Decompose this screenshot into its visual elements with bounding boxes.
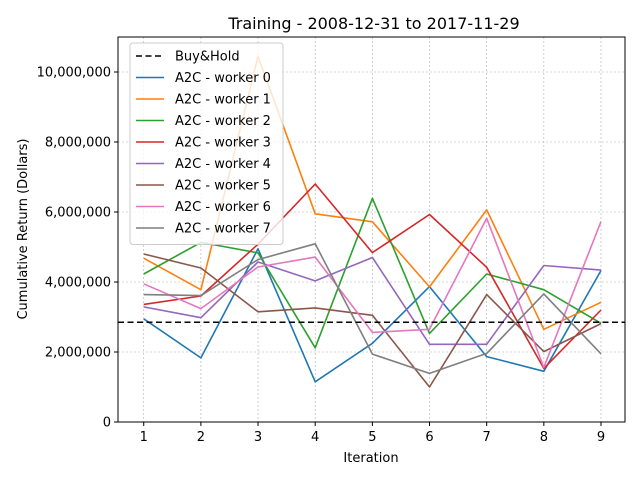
series-line [143,256,602,346]
legend-box [129,42,284,245]
y-tick-label: 8,000,000 [45,136,111,151]
y-tick-label: 6,000,000 [45,206,111,221]
series-lines [118,55,625,388]
series-line [143,217,602,369]
plot-area-frame [117,36,626,423]
series-line [143,253,602,388]
y-tick-label: 10,000,000 [37,66,111,81]
legend-label: A2C - worker 6 [175,200,271,215]
legend-label: A2C - worker 7 [175,222,271,237]
x-tick-label: 8 [540,430,548,445]
legend-label: A2C - worker 2 [175,114,271,129]
x-axis-label: Iteration [343,451,398,466]
legend-label: A2C - worker 1 [175,93,271,108]
x-tick-label: 4 [311,430,319,445]
y-tick-label: 2,000,000 [45,346,111,361]
series-line [143,243,602,375]
x-tick-label: 2 [197,430,205,445]
series-line [143,183,602,370]
legend-label: Buy&Hold [175,50,240,65]
series-line [143,248,602,383]
axis-ticks: 1 2 3 4 5 6 7 8 9 0 2,000,000 4,000,000 6,000,000 8,0… [37,66,606,446]
legend-label: A2C - worker 0 [175,71,271,86]
x-tick-label: 1 [140,430,148,445]
x-tick-label: 6 [425,430,433,445]
legend-label: A2C - worker 4 [175,157,271,172]
x-tick-label: 9 [597,430,605,445]
legend-label: A2C - worker 5 [175,179,271,194]
legend: Buy&Hold A2C - worker 0 A2C - worker 1 A2C … [129,42,284,245]
x-tick-label: 5 [368,430,376,445]
y-axis-label: Cumulative Return (Dollars) [16,138,31,319]
series-line [143,197,602,349]
y-tick-label: 0 [103,416,111,431]
y-tick-label: 4,000,000 [45,276,111,291]
legend-label: A2C - worker 3 [175,136,271,151]
chart-title: Training - 2008-12-31 to 2017-11-29 [227,14,519,33]
x-tick-label: 3 [254,430,262,445]
x-tick-label: 7 [483,430,491,445]
